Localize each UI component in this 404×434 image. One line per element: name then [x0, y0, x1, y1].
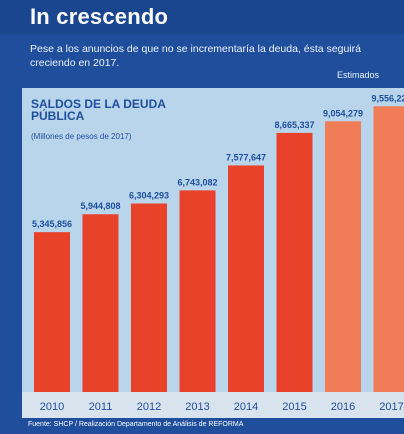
x-tick-2010: 2010 — [40, 401, 64, 413]
data-label-2012: 6,304,293 — [129, 190, 169, 200]
bar-2013 — [179, 190, 216, 392]
chart-title: SALDOS DE LA DEUDA PÚBLICA — [31, 97, 166, 123]
data-label-2011: 5,944,808 — [80, 201, 120, 211]
data-label-2010: 5,345,856 — [32, 219, 72, 229]
x-tick-2011: 2011 — [89, 401, 113, 413]
bar-2017 — [373, 106, 404, 393]
x-tick-2017: 2017 — [379, 401, 403, 413]
data-label-2017: 9,556,227 — [371, 93, 404, 103]
data-label-2013: 6,743,082 — [177, 177, 217, 187]
x-tick-2015: 2015 — [282, 401, 306, 413]
estimated-label: Estimados — [337, 70, 380, 80]
bar-2010 — [34, 232, 70, 392]
page-title: In crescendo — [30, 4, 169, 29]
page-subtitle: Pese a los anuncios de que no se increme… — [30, 43, 361, 69]
bar-2016 — [325, 121, 361, 392]
bar-2014 — [228, 165, 264, 392]
data-label-2016: 9,054,279 — [323, 108, 363, 118]
bar-2011 — [82, 214, 119, 392]
x-tick-2012: 2012 — [137, 401, 161, 413]
chart-subtitle: (Millones de pesos de 2017) — [31, 132, 132, 141]
x-tick-2014: 2014 — [234, 401, 258, 413]
bar-2015 — [276, 132, 313, 393]
x-tick-2013: 2013 — [185, 401, 209, 413]
x-axis-band — [22, 392, 404, 418]
data-label-2014: 7,577,647 — [226, 152, 266, 162]
data-label-2015: 8,665,337 — [274, 120, 314, 130]
x-tick-2016: 2016 — [331, 401, 355, 413]
title-bar — [0, 0, 404, 34]
bar-2012 — [131, 203, 167, 392]
source-note: Fuente: SHCP / Realización Departamento … — [28, 421, 244, 428]
